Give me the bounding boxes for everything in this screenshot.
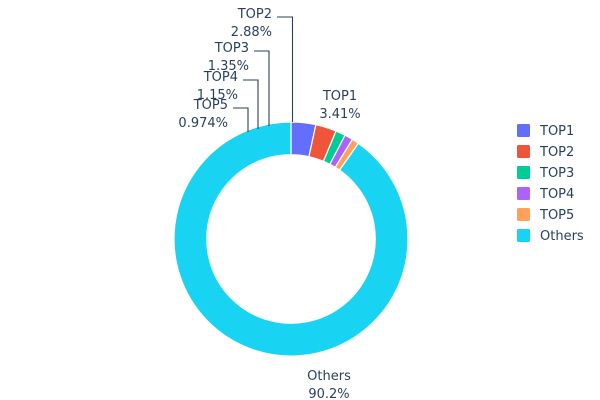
legend-swatch-top2[interactable] — [517, 145, 530, 158]
legend-swatch-top4[interactable] — [517, 187, 530, 200]
legend-label-top3[interactable]: TOP3 — [539, 166, 574, 181]
slice-label-top2-name: TOP2 — [237, 7, 272, 22]
leader-line-top2 — [277, 16, 294, 122]
slice-label-others-percent: 90.2% — [308, 387, 349, 400]
slice-label-top4-name: TOP4 — [203, 70, 238, 85]
legend-swatch-top5[interactable] — [517, 208, 530, 221]
slice-label-top2-percent: 2.88% — [231, 25, 272, 40]
label-leader-lines — [233, 16, 294, 132]
chart-legend[interactable]: TOP1 TOP2 TOP3 TOP4 TOP5 Others — [517, 124, 584, 244]
slice-label-top5: TOP5 0.974% — [178, 98, 228, 131]
slice-label-top1: TOP1 3.41% — [319, 89, 360, 122]
slice-label-top1-name: TOP1 — [322, 89, 357, 104]
pie-slice-others[interactable] — [173, 121, 409, 357]
legend-swatch-others[interactable] — [517, 229, 530, 242]
slice-label-top5-name: TOP5 — [193, 98, 228, 113]
slice-label-others-name: Others — [307, 369, 351, 384]
slice-label-top3-percent: 1.35% — [208, 59, 249, 74]
legend-label-others[interactable]: Others — [540, 229, 584, 244]
legend-swatch-top1[interactable] — [517, 124, 530, 137]
slice-label-top1-percent: 3.41% — [319, 107, 360, 122]
slice-label-top4: TOP4 1.15% — [197, 70, 238, 103]
slice-label-top5-percent: 0.974% — [178, 116, 228, 131]
legend-label-top2[interactable]: TOP2 — [539, 145, 574, 160]
slice-label-top4-percent: 1.15% — [197, 88, 238, 103]
leader-line-top3 — [254, 50, 270, 126]
legend-label-top5[interactable]: TOP5 — [539, 208, 574, 223]
slice-label-others: Others 90.2% — [307, 369, 351, 400]
slice-label-top3: TOP3 1.35% — [208, 41, 249, 74]
leader-line-top4 — [243, 79, 259, 129]
slice-label-top3-name: TOP3 — [214, 41, 249, 56]
slice-label-top2: TOP2 2.88% — [231, 7, 272, 40]
leader-line-top5 — [233, 107, 249, 132]
legend-label-top4[interactable]: TOP4 — [539, 187, 574, 202]
donut-slices — [173, 121, 409, 357]
legend-swatch-top3[interactable] — [517, 166, 530, 179]
legend-label-top1[interactable]: TOP1 — [539, 124, 574, 139]
